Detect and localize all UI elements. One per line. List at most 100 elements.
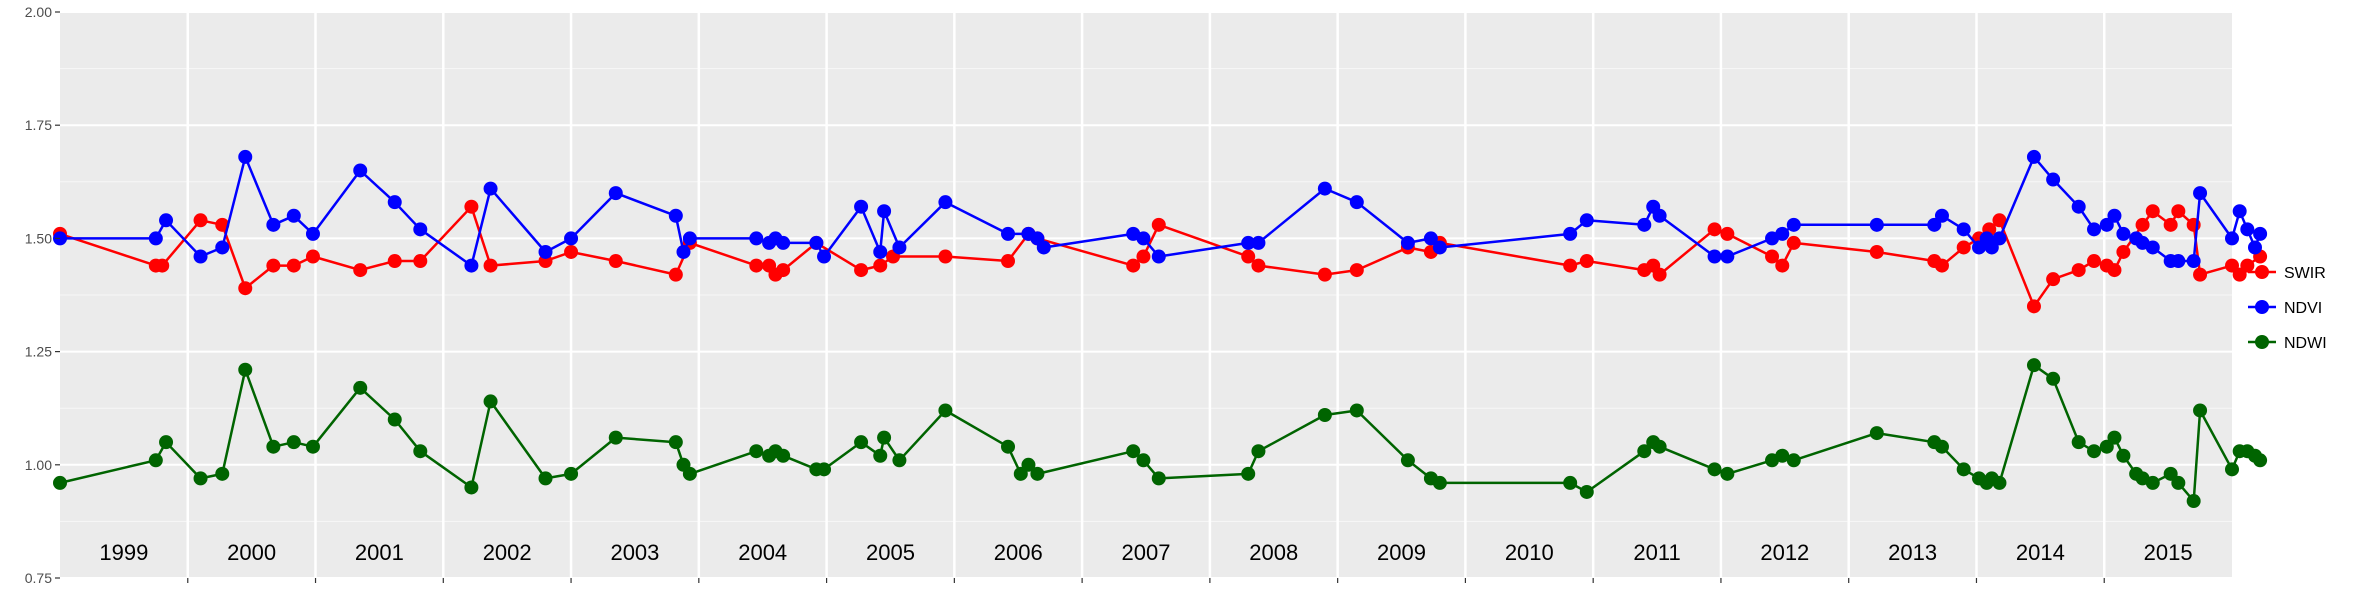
swir-data-point <box>749 258 764 273</box>
ndwi-data-point <box>2253 453 2268 468</box>
ndvi-data-point <box>2171 254 2186 269</box>
ndwi-data-point <box>2071 435 2086 450</box>
ndvi-data-point <box>2193 186 2208 201</box>
ndvi-data-point <box>1992 231 2007 246</box>
ndwi-data-point <box>387 412 402 427</box>
ndvi-data-point <box>873 244 888 259</box>
ndwi-data-point <box>668 435 683 450</box>
year-label: 2008 <box>1249 540 1298 565</box>
ndwi-data-point <box>892 453 907 468</box>
swir-data-point <box>1579 254 1594 269</box>
ndvi-data-point <box>1036 240 1051 255</box>
ndwi-data-point <box>2171 475 2186 490</box>
y-tick-label: 0.75 <box>25 570 52 586</box>
ndwi-data-point <box>817 462 832 477</box>
swir-data-point <box>1241 249 1256 264</box>
ndvi-legend-label: NDVI <box>2284 300 2322 317</box>
ndvi-data-point <box>2240 222 2255 237</box>
swir-data-point <box>873 258 888 273</box>
ndwi-data-point <box>1001 439 1016 454</box>
legend: SWIR NDVI NDWI <box>2248 265 2327 352</box>
ndvi-data-point <box>1652 208 1667 223</box>
ndwi-data-point <box>1021 457 1036 472</box>
ndwi-data-point <box>1241 466 1256 481</box>
ndwi-data-point <box>1126 444 1141 459</box>
ndwi-data-point <box>538 471 553 486</box>
ndvi-data-point <box>1349 195 1364 210</box>
ndvi-data-point <box>1251 235 1266 250</box>
ndwi-data-point <box>1775 448 1790 463</box>
ndwi-legend-label: NDWI <box>2284 335 2327 352</box>
ndvi-data-point <box>676 244 691 259</box>
ndvi-data-point <box>1869 217 1884 232</box>
swir-data-point <box>464 199 479 214</box>
ndvi-data-point <box>776 235 791 250</box>
swir-legend-marker <box>2255 265 2269 279</box>
ndwi-data-point <box>1652 439 1667 454</box>
ndwi-data-point <box>238 362 253 377</box>
y-tick-label: 2.00 <box>25 4 52 20</box>
swir-data-point <box>353 263 368 278</box>
ndvi-data-point <box>159 213 174 228</box>
year-label: 2005 <box>866 540 915 565</box>
ndwi-data-point <box>1720 466 1735 481</box>
ndvi-data-point <box>238 149 253 164</box>
swir-data-point <box>1652 267 1667 282</box>
swir-data-point <box>1136 249 1151 264</box>
y-tick-label: 1.00 <box>25 457 52 473</box>
swir-data-point <box>413 254 428 269</box>
swir-data-point <box>608 254 623 269</box>
ndvi-data-point <box>892 240 907 255</box>
year-label: 2013 <box>1888 540 1937 565</box>
swir-data-point <box>2087 254 2102 269</box>
ndvi-data-point <box>2087 222 2102 237</box>
year-label: 2012 <box>1760 540 1809 565</box>
ndvi-data-point <box>286 208 301 223</box>
ndvi-data-point <box>2107 208 2122 223</box>
year-label: 2004 <box>738 540 787 565</box>
swir-data-point <box>215 217 230 232</box>
swir-data-point <box>1720 226 1735 241</box>
swir-data-point <box>266 258 281 273</box>
ndvi-data-point <box>1001 226 1016 241</box>
ndwi-data-point <box>1934 439 1949 454</box>
year-label: 2014 <box>2016 540 2065 565</box>
ndwi-data-point <box>682 466 697 481</box>
ndwi-data-point <box>1786 453 1801 468</box>
swir-data-point <box>2071 263 2086 278</box>
series-layer <box>53 149 2268 509</box>
ndwi-data-point <box>1030 466 1045 481</box>
ndvi-data-point <box>1637 217 1652 232</box>
ndwi-data-point <box>873 448 888 463</box>
ndvi-data-point <box>817 249 832 264</box>
year-label: 2009 <box>1377 540 1426 565</box>
ndvi-data-point <box>2253 226 2268 241</box>
ndwi-data-point <box>413 444 428 459</box>
swir-data-point <box>305 249 320 264</box>
ndvi-data-point <box>1956 222 1971 237</box>
swir-data-point <box>1775 258 1790 273</box>
ndwi-data-point <box>2026 358 2041 373</box>
ndvi-data-point <box>215 240 230 255</box>
ndwi-data-point <box>1251 444 1266 459</box>
ndvi-data-point <box>305 226 320 241</box>
year-label: 2006 <box>994 540 1043 565</box>
ndvi-data-point <box>564 231 579 246</box>
ndwi-data-point <box>1956 462 1971 477</box>
ndwi-data-point <box>1151 471 1166 486</box>
swir-data-point <box>2193 267 2208 282</box>
ndwi-data-point <box>1869 426 1884 441</box>
axis-layer: 2.00 1.75 1.50 1.25 1.00 0.75 1999 2000 2001 2002… <box>25 4 2193 586</box>
ndwi-data-point <box>305 439 320 454</box>
swir-data-point <box>2046 272 2061 287</box>
ndwi-data-point <box>1563 475 1578 490</box>
ndvi-data-point <box>1151 249 1166 264</box>
ndvi-data-point <box>854 199 869 214</box>
ndwi-data-point <box>1707 462 1722 477</box>
ndvi-data-point <box>2026 149 2041 164</box>
ndvi-data-point <box>266 217 281 232</box>
ndwi-data-point <box>877 430 892 445</box>
year-label: 2000 <box>227 540 276 565</box>
ndwi-data-point <box>215 466 230 481</box>
